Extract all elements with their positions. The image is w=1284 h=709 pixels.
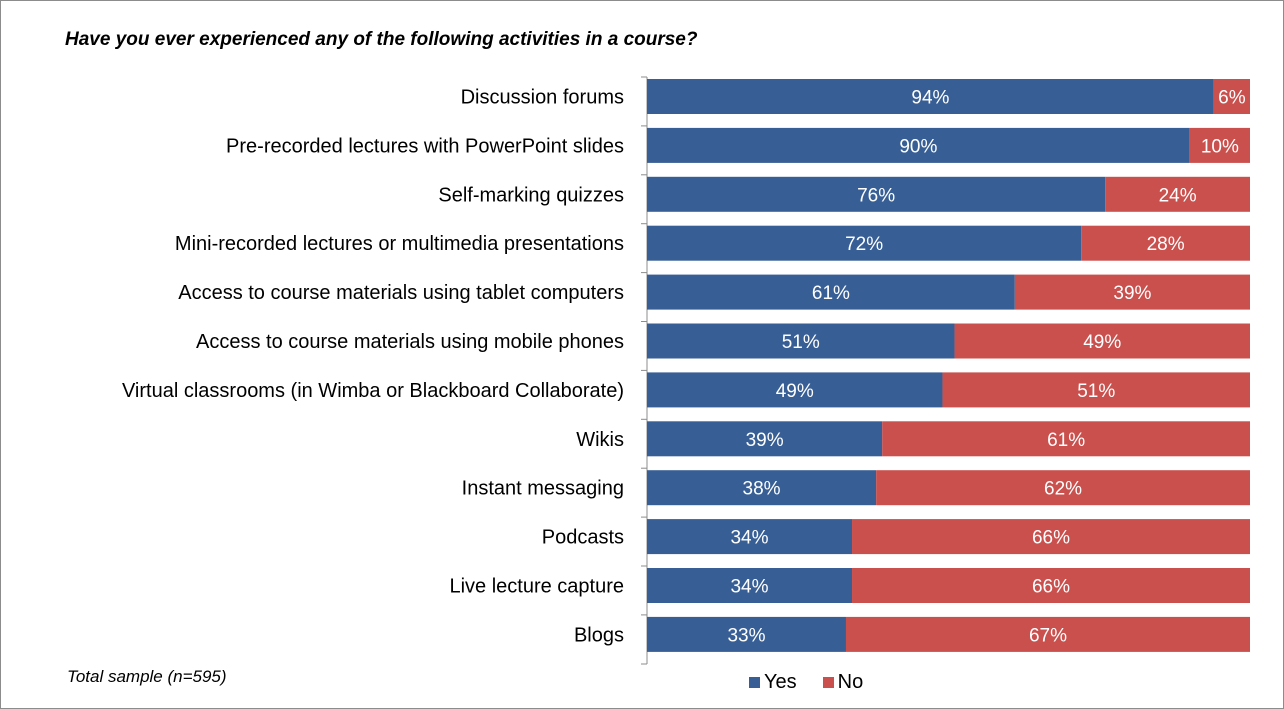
bar-no	[1014, 274, 1250, 310]
data-label-yes: 39%	[746, 430, 784, 451]
category-label: Live lecture capture	[449, 576, 624, 598]
legend-label-yes: Yes	[764, 671, 797, 693]
bar-yes	[647, 274, 1015, 310]
bar-no	[1213, 79, 1250, 114]
category-label: Virtual classrooms (in Wimba or Blackboa…	[122, 380, 624, 402]
bar-yes	[647, 225, 1082, 261]
data-label-no: 39%	[1113, 283, 1151, 304]
data-label-yes: 38%	[743, 479, 781, 500]
chart-title: Have you ever experienced any of the fol…	[65, 29, 698, 50]
bar-no	[942, 372, 1250, 408]
data-label-no: 67%	[1029, 625, 1067, 646]
legend-swatch-yes	[749, 677, 760, 688]
data-label-no: 28%	[1147, 234, 1185, 255]
data-label-no: 66%	[1032, 528, 1070, 549]
data-label-yes: 61%	[812, 283, 850, 304]
data-label-yes: 34%	[730, 577, 768, 598]
bar-yes	[647, 470, 877, 506]
bar-yes	[647, 79, 1214, 114]
data-label-no: 51%	[1077, 381, 1115, 402]
data-label-yes: 90%	[899, 136, 937, 157]
bar-yes	[647, 176, 1106, 212]
data-label-yes: 76%	[857, 185, 895, 206]
category-label: Self-marking quizzes	[438, 184, 624, 206]
bar-no	[876, 470, 1250, 506]
data-label-no: 62%	[1044, 479, 1082, 500]
bar-no	[845, 616, 1250, 652]
data-label-yes: 72%	[845, 234, 883, 255]
bar-no	[882, 421, 1250, 457]
bar-no	[1105, 176, 1250, 212]
bar-no	[852, 519, 1250, 555]
bar-yes	[647, 568, 853, 603]
data-label-no: 6%	[1218, 88, 1246, 109]
data-label-no: 66%	[1032, 577, 1070, 598]
category-label: Access to course materials using mobile …	[196, 331, 624, 353]
bar-yes	[647, 372, 943, 408]
data-label-no: 10%	[1201, 136, 1239, 157]
bar-no	[1081, 225, 1250, 261]
data-label-yes: 33%	[727, 625, 765, 646]
category-label: Mini-recorded lectures or multimedia pre…	[175, 233, 624, 255]
bar-no	[1189, 127, 1250, 163]
legend: Yes No	[749, 671, 889, 694]
legend-swatch-no	[822, 677, 834, 688]
bar-yes	[647, 323, 955, 359]
data-label-yes: 49%	[776, 381, 814, 402]
data-label-yes: 51%	[782, 332, 820, 353]
category-label: Blogs	[574, 624, 624, 646]
category-label: Access to course materials using tablet …	[178, 282, 624, 304]
data-label-yes: 94%	[911, 88, 949, 109]
category-label: Pre-recorded lectures with PowerPoint sl…	[226, 135, 624, 157]
category-label: Podcasts	[542, 527, 624, 549]
legend-item-yes: Yes	[749, 671, 797, 694]
data-label-no: 24%	[1159, 185, 1197, 206]
bar-no	[954, 323, 1250, 359]
bar-yes	[647, 421, 883, 457]
category-label: Discussion forums	[461, 87, 624, 109]
bar-yes	[647, 616, 846, 652]
category-label: Instant messaging	[462, 478, 624, 500]
data-label-no: 61%	[1047, 430, 1085, 451]
data-label-no: 49%	[1083, 332, 1121, 353]
bar-no	[852, 568, 1250, 603]
bar-yes	[647, 519, 853, 555]
bar-yes	[647, 127, 1190, 163]
data-label-yes: 34%	[730, 528, 768, 549]
category-label: Wikis	[576, 429, 624, 451]
sample-note: Total sample (n=595)	[67, 667, 227, 686]
legend-label-no: No	[837, 671, 864, 693]
legend-item-no: No	[822, 671, 864, 694]
